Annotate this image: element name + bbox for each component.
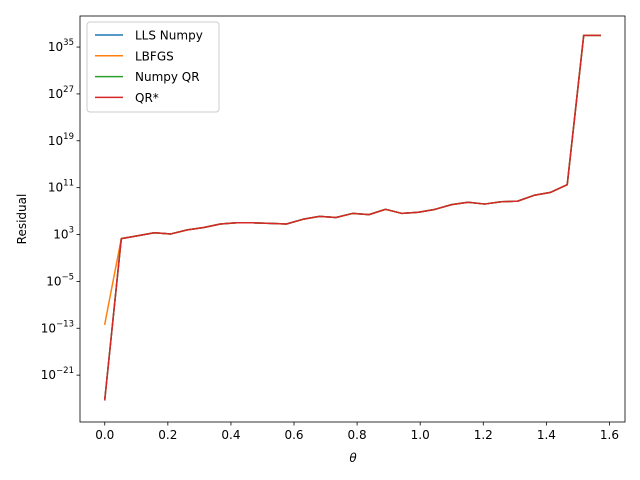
plot-frame [79,15,626,423]
x-tick-label: 1.0 [411,428,430,442]
x-tick-label: 0.0 [95,428,114,442]
x-axis-ticks: 0.0 0.2 0.4 0.6 0.8 1.0 1.2 1.4 1.6 [95,422,619,442]
y-tick-label: 103 [53,226,74,242]
legend: LLS Numpy LBFGS Numpy QR QR* [86,21,220,113]
plot-lines [103,34,601,401]
y-axis-label: Residual [15,194,29,245]
legend-label: QR* [135,91,159,105]
x-tick-label: 0.4 [221,428,240,442]
y-tick-label: 10−21 [41,366,74,382]
legend-box [86,21,220,113]
x-tick-label: 0.8 [348,428,367,442]
x-tick-label: 1.2 [474,428,493,442]
legend-label: Numpy QR [135,70,200,84]
y-tick-label: 1027 [48,85,74,101]
y-tick-label: 10−5 [46,272,74,288]
y-axis-ticks: 1035 1027 1019 1011 103 10−5 10−13 10−21 [41,38,80,382]
legend-label: LBFGS [135,49,174,63]
series-line-qr [103,34,601,401]
y-tick-label: 1011 [48,179,74,195]
x-tick-label: 1.4 [537,428,556,442]
legend-label: LLS Numpy [135,29,203,43]
x-tick-label: 1.6 [600,428,619,442]
y-tick-label: 10−13 [41,319,74,335]
y-tick-label: 1019 [48,132,74,148]
x-axis-label: θ [349,451,357,465]
x-tick-label: 0.6 [284,428,303,442]
x-tick-label: 0.2 [158,428,177,442]
y-tick-label: 1035 [48,38,74,54]
